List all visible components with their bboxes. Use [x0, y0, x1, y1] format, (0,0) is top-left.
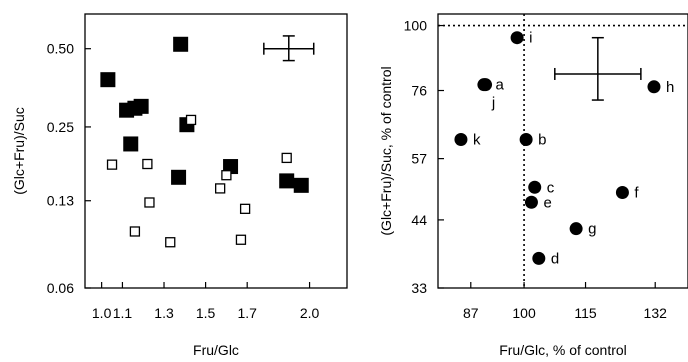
point-label-j: j — [491, 95, 495, 112]
point-f — [615, 185, 629, 199]
right-y-axis-label: (Glc+Fru)/Suc, % of control — [378, 66, 394, 235]
point-label-a: a — [496, 77, 505, 94]
left-y-ticks: 0.06 0.13 0.25 0.50 — [47, 41, 91, 296]
x-tick-label: 1.3 — [154, 305, 174, 321]
x-tick-label: 1.1 — [113, 305, 133, 321]
right-plot-frame — [437, 13, 688, 289]
y-tick-label: 0.06 — [47, 280, 74, 296]
y-tick-label: 100 — [404, 18, 428, 34]
point-label-b: b — [538, 131, 546, 148]
filled-square-point — [293, 177, 309, 193]
open-square-point — [215, 183, 226, 194]
right-error-bar — [554, 36, 642, 101]
open-square-point — [165, 237, 176, 248]
x-tick-label: 1.5 — [196, 305, 216, 321]
filled-square-point — [123, 136, 139, 152]
point-label-c: c — [547, 179, 555, 196]
filled-square-point — [171, 169, 187, 185]
y-tick-label: 0.25 — [47, 119, 74, 135]
point-b — [519, 132, 533, 146]
right-x-ticks: 87 100 115 132 — [463, 282, 667, 321]
filled-square-point — [133, 98, 149, 114]
open-square-point — [239, 203, 251, 214]
left-error-bar — [263, 35, 315, 62]
point-label-e: e — [543, 194, 551, 211]
y-tick-label: 76 — [411, 83, 427, 99]
open-square-point — [142, 158, 153, 170]
point-j — [477, 78, 491, 92]
right-reference-lines — [438, 14, 688, 288]
x-tick-label: 2.0 — [300, 305, 320, 321]
y-tick-label: 0.50 — [47, 41, 74, 57]
point-label-g: g — [588, 221, 596, 238]
open-square-point — [281, 152, 292, 164]
x-tick-label: 100 — [512, 305, 536, 321]
point-e — [524, 195, 538, 209]
left-panel: 1.0 1.1 1.3 1.5 1.7 2.0 0.06 0.13 0.25 0.50 Fru/… — [11, 13, 348, 358]
left-x-ticks: 1.0 1.1 1.3 1.5 1.7 2.0 — [92, 282, 320, 321]
open-square-point — [144, 197, 155, 208]
x-tick-label: 1.7 — [237, 305, 257, 321]
x-tick-label: 132 — [644, 305, 668, 321]
point-i — [510, 31, 524, 45]
right-y-ticks: 33 44 57 76 100 — [404, 18, 444, 296]
open-square-point — [129, 226, 141, 237]
point-label-k: k — [473, 131, 481, 148]
left-points — [100, 36, 309, 248]
right-x-axis-label: Fru/Glc, % of control — [499, 342, 627, 358]
point-label-h: h — [666, 79, 674, 96]
filled-square-point — [100, 72, 116, 88]
left-x-axis-label: Fru/Glc — [193, 342, 239, 358]
y-tick-label: 0.13 — [47, 193, 74, 209]
y-tick-label: 57 — [411, 151, 427, 167]
right-points: a b c d e f g h i j k — [454, 30, 674, 267]
right-panel: 87 100 115 132 33 44 57 76 100 a b c d e f g h i j k Fru/… — [378, 13, 688, 358]
point-label-d: d — [551, 250, 559, 267]
point-k — [454, 132, 468, 146]
open-square-point — [235, 234, 247, 245]
left-y-axis-label: (Glc+Fru)/Suc — [11, 107, 27, 195]
y-tick-label: 44 — [411, 212, 427, 228]
x-tick-label: 1.0 — [92, 305, 112, 321]
point-label-i: i — [529, 30, 532, 47]
y-tick-label: 33 — [411, 280, 427, 296]
x-tick-label: 87 — [463, 305, 479, 321]
point-h — [647, 80, 661, 94]
point-d — [532, 251, 546, 265]
point-c — [528, 180, 542, 194]
filled-square-point — [279, 173, 295, 189]
filled-square-point — [173, 36, 189, 52]
x-tick-label: 115 — [574, 305, 597, 321]
point-label-f: f — [634, 184, 639, 201]
left-plot-frame — [84, 13, 348, 289]
open-square-point — [221, 170, 232, 181]
point-g — [569, 222, 583, 236]
open-square-point — [185, 114, 197, 126]
open-square-point — [106, 159, 118, 170]
